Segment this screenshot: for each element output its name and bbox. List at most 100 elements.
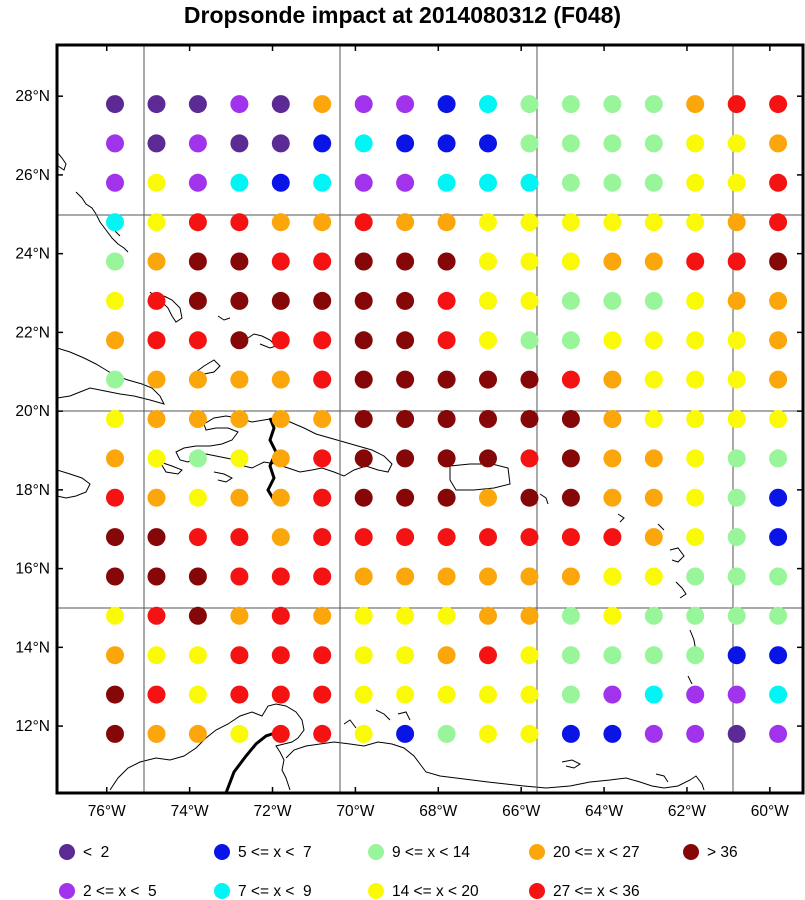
legend-label: 20 <= x < 27 [553, 844, 640, 861]
impact-point [769, 449, 788, 468]
legend-item: 2 <= x < 5 [59, 883, 157, 900]
impact-point [230, 95, 249, 114]
impact-point [769, 724, 788, 743]
impact-point [603, 213, 622, 232]
impact-point [147, 685, 166, 704]
impact-point [520, 370, 539, 389]
impact-point [147, 252, 166, 271]
legend-swatch [529, 883, 545, 899]
impact-point [188, 488, 207, 507]
impact-point [188, 606, 207, 625]
impact-point [230, 410, 249, 428]
impact-point [271, 291, 290, 310]
lat-label: 24°N [15, 246, 50, 263]
legend-item: 7 <= x < 9 [214, 883, 312, 900]
lat-label: 16°N [15, 561, 50, 578]
impact-point [479, 173, 497, 192]
impact-point [520, 528, 539, 547]
impact-point [106, 724, 124, 743]
lon-label: 72°W [253, 803, 291, 820]
lat-label: 22°N [15, 324, 50, 341]
impact-point [479, 567, 497, 586]
impact-point [727, 291, 746, 310]
impact-point [354, 488, 373, 507]
legend-label: > 36 [707, 844, 738, 861]
impact-point [603, 646, 622, 665]
impact-point [479, 606, 497, 625]
impact-point [479, 252, 497, 271]
impact-point [188, 449, 207, 468]
impact-point [188, 528, 207, 547]
impact-point [437, 724, 456, 743]
impact-point [686, 646, 705, 665]
impact-point [644, 173, 663, 192]
map-title: Dropsonde impact at 2014080312 (F048) [183, 2, 622, 28]
impact-point [230, 488, 249, 507]
impact-point [686, 134, 705, 153]
impact-point [644, 370, 663, 389]
legend-label: 2 <= x < 5 [83, 883, 157, 900]
legend-label: 9 <= x < 14 [392, 844, 470, 861]
impact-point [727, 646, 746, 665]
lon-label: 74°W [171, 803, 209, 820]
impact-point [271, 331, 290, 350]
impact-point [147, 567, 166, 586]
impact-point [479, 449, 497, 468]
impact-point [561, 646, 580, 665]
impact-point [188, 95, 207, 114]
impact-point [147, 724, 166, 743]
impact-point [313, 370, 332, 389]
impact-point [147, 173, 166, 192]
impact-point [561, 95, 580, 114]
impact-point [686, 95, 705, 114]
legend-item: 5 <= x < 7 [214, 844, 312, 861]
impact-point [230, 252, 249, 271]
impact-point [188, 370, 207, 389]
impact-point [603, 291, 622, 310]
impact-point [396, 646, 415, 665]
impact-point [271, 528, 290, 547]
lat-label: 12°N [15, 718, 50, 735]
impact-point [437, 567, 456, 586]
impact-point [106, 410, 124, 428]
impact-point [396, 488, 415, 507]
impact-point [561, 173, 580, 192]
impact-point [520, 95, 539, 114]
impact-point [188, 410, 207, 428]
impact-point [354, 331, 373, 350]
impact-point [686, 606, 705, 625]
impact-point [520, 567, 539, 586]
impact-point [106, 685, 124, 704]
impact-point [769, 291, 788, 310]
impact-point [271, 646, 290, 665]
impact-point [147, 488, 166, 507]
impact-point [727, 410, 746, 428]
impact-point [354, 213, 373, 232]
impact-point [769, 95, 788, 114]
impact-point [769, 410, 788, 428]
impact-point [644, 567, 663, 586]
impact-point [727, 528, 746, 547]
impact-point [479, 724, 497, 743]
latitude-labels: 28°N 26°N 24°N 22°N 20°N 18°N 16°N 14°N 12°N [15, 88, 50, 735]
lat-label: 20°N [15, 403, 50, 420]
longitude-labels: 76°W 74°W 72°W 70°W 68°W 66°W 64°W 62°W 60°W [88, 803, 790, 820]
impact-point [396, 173, 415, 192]
impact-point [603, 606, 622, 625]
impact-point [727, 213, 746, 232]
impact-point [396, 252, 415, 271]
impact-point [230, 646, 249, 665]
impact-point [603, 410, 622, 428]
impact-point [727, 95, 746, 114]
impact-point [686, 567, 705, 586]
impact-point [644, 410, 663, 428]
impact-point [313, 95, 332, 114]
impact-point [313, 252, 332, 271]
impact-point [727, 252, 746, 271]
impact-point [769, 685, 788, 704]
impact-point [479, 370, 497, 389]
impact-point [230, 528, 249, 547]
impact-point [230, 567, 249, 586]
impact-point [230, 134, 249, 153]
impact-point [147, 528, 166, 547]
